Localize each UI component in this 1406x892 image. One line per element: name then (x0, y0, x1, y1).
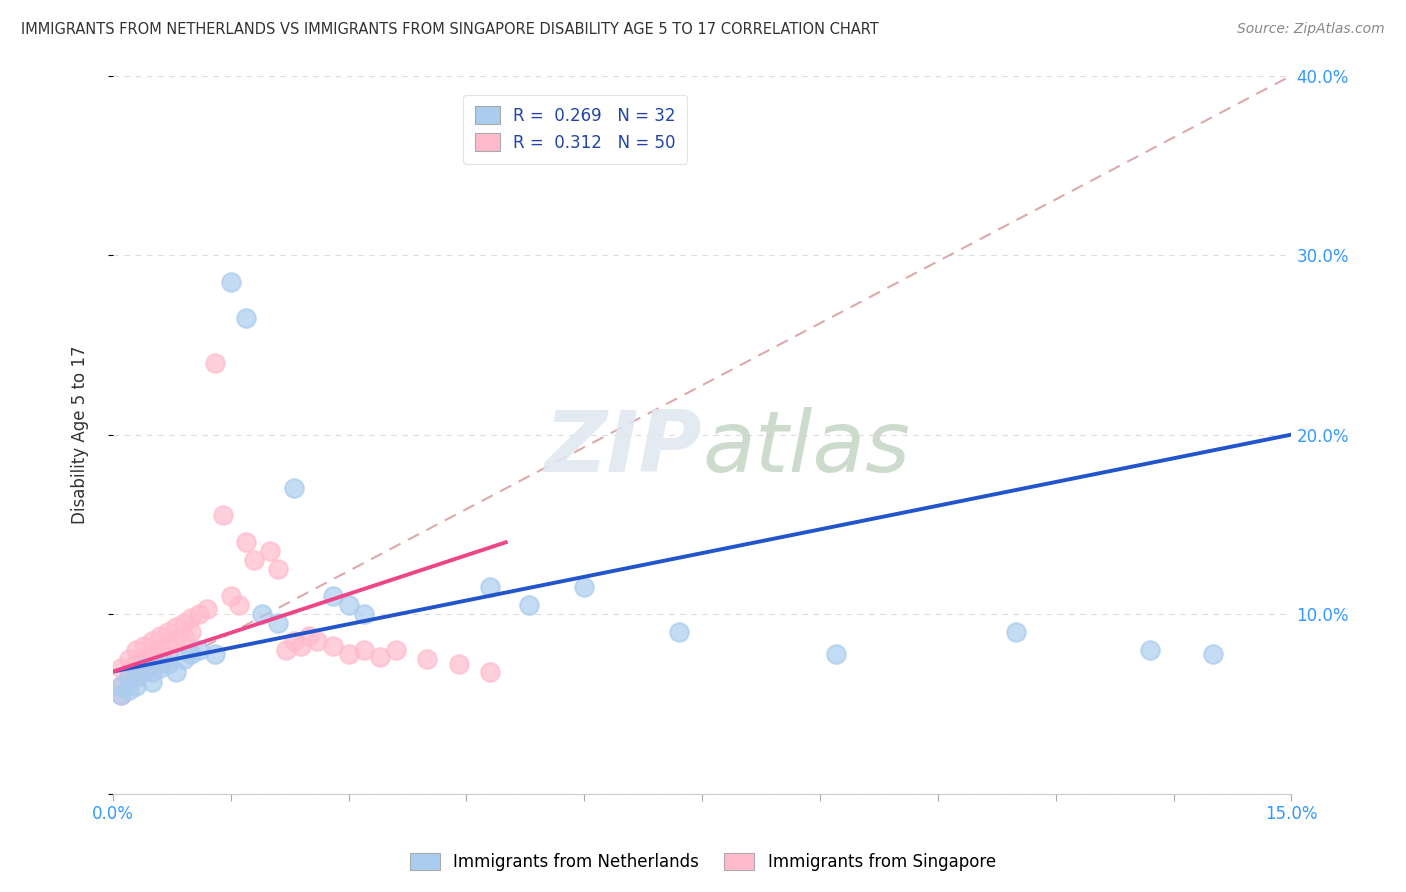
Point (219, 589, 242, 603)
Point (156, 625, 179, 640)
Point (110, 688, 132, 702)
Point (416, 652, 439, 666)
Point (274, 643, 297, 657)
Text: IMMIGRANTS FROM NETHERLANDS VS IMMIGRANTS FROM SINGAPORE DISABILITY AGE 5 TO 17 : IMMIGRANTS FROM NETHERLANDS VS IMMIGRANT… (21, 22, 879, 37)
Point (125, 679, 148, 693)
Point (307, 634, 329, 648)
Point (235, 535, 257, 549)
Point (117, 670, 139, 684)
Point (125, 670, 148, 684)
Point (479, 665, 502, 679)
Point (322, 589, 344, 603)
Point (337, 647, 360, 661)
Point (117, 665, 139, 679)
Point (574, 580, 596, 594)
Point (267, 616, 290, 631)
Point (125, 670, 148, 684)
Point (134, 652, 156, 666)
Point (219, 275, 242, 289)
Point (149, 629, 172, 643)
Point (173, 652, 195, 666)
Point (141, 634, 163, 648)
Point (1139, 643, 1161, 657)
Text: ZIP: ZIP (544, 408, 702, 491)
Point (180, 611, 202, 625)
Point (1005, 625, 1028, 640)
Point (668, 625, 690, 640)
Point (134, 665, 156, 679)
Point (110, 688, 132, 702)
Point (156, 657, 179, 672)
Point (117, 682, 139, 697)
Text: atlas: atlas (702, 408, 910, 491)
Point (180, 625, 202, 640)
Point (125, 643, 148, 657)
Point (290, 640, 312, 654)
Point (134, 661, 156, 675)
Point (283, 634, 305, 648)
Point (353, 607, 375, 621)
Point (165, 665, 187, 679)
Point (259, 544, 281, 558)
Point (141, 657, 163, 672)
Point (337, 598, 360, 612)
Point (110, 679, 132, 693)
Point (298, 629, 321, 643)
Point (517, 598, 540, 612)
Point (824, 647, 846, 661)
Point (267, 562, 290, 576)
Point (195, 601, 218, 615)
Point (149, 661, 172, 675)
Point (165, 634, 187, 648)
Legend: R =  0.269   N = 32, R =  0.312   N = 50: R = 0.269 N = 32, R = 0.312 N = 50 (463, 95, 688, 163)
Point (250, 607, 273, 621)
Point (110, 661, 132, 675)
Point (141, 665, 163, 679)
Point (447, 657, 470, 672)
Point (384, 643, 406, 657)
Legend: Immigrants from Netherlands, Immigrants from Singapore: Immigrants from Netherlands, Immigrants … (402, 845, 1004, 880)
Point (204, 647, 226, 661)
Point (125, 657, 148, 672)
Point (1202, 647, 1225, 661)
Point (156, 638, 179, 652)
Point (141, 647, 163, 661)
Point (353, 643, 375, 657)
Point (243, 553, 266, 567)
Point (149, 643, 172, 657)
Point (156, 650, 179, 665)
Point (368, 650, 391, 665)
Point (110, 679, 132, 693)
Point (173, 631, 195, 645)
Point (173, 616, 195, 631)
Y-axis label: Disability Age 5 to 17: Disability Age 5 to 17 (72, 345, 89, 524)
Point (204, 356, 226, 370)
Point (149, 656, 172, 670)
Point (235, 310, 257, 325)
Point (212, 508, 235, 523)
Point (134, 640, 156, 654)
Point (228, 598, 250, 612)
Text: Source: ZipAtlas.com: Source: ZipAtlas.com (1237, 22, 1385, 37)
Point (188, 643, 211, 657)
Point (479, 580, 502, 594)
Point (141, 675, 163, 690)
Point (283, 482, 305, 496)
Point (165, 620, 187, 634)
Point (180, 647, 202, 661)
Point (117, 652, 139, 666)
Point (117, 675, 139, 690)
Point (322, 640, 344, 654)
Point (188, 607, 211, 621)
